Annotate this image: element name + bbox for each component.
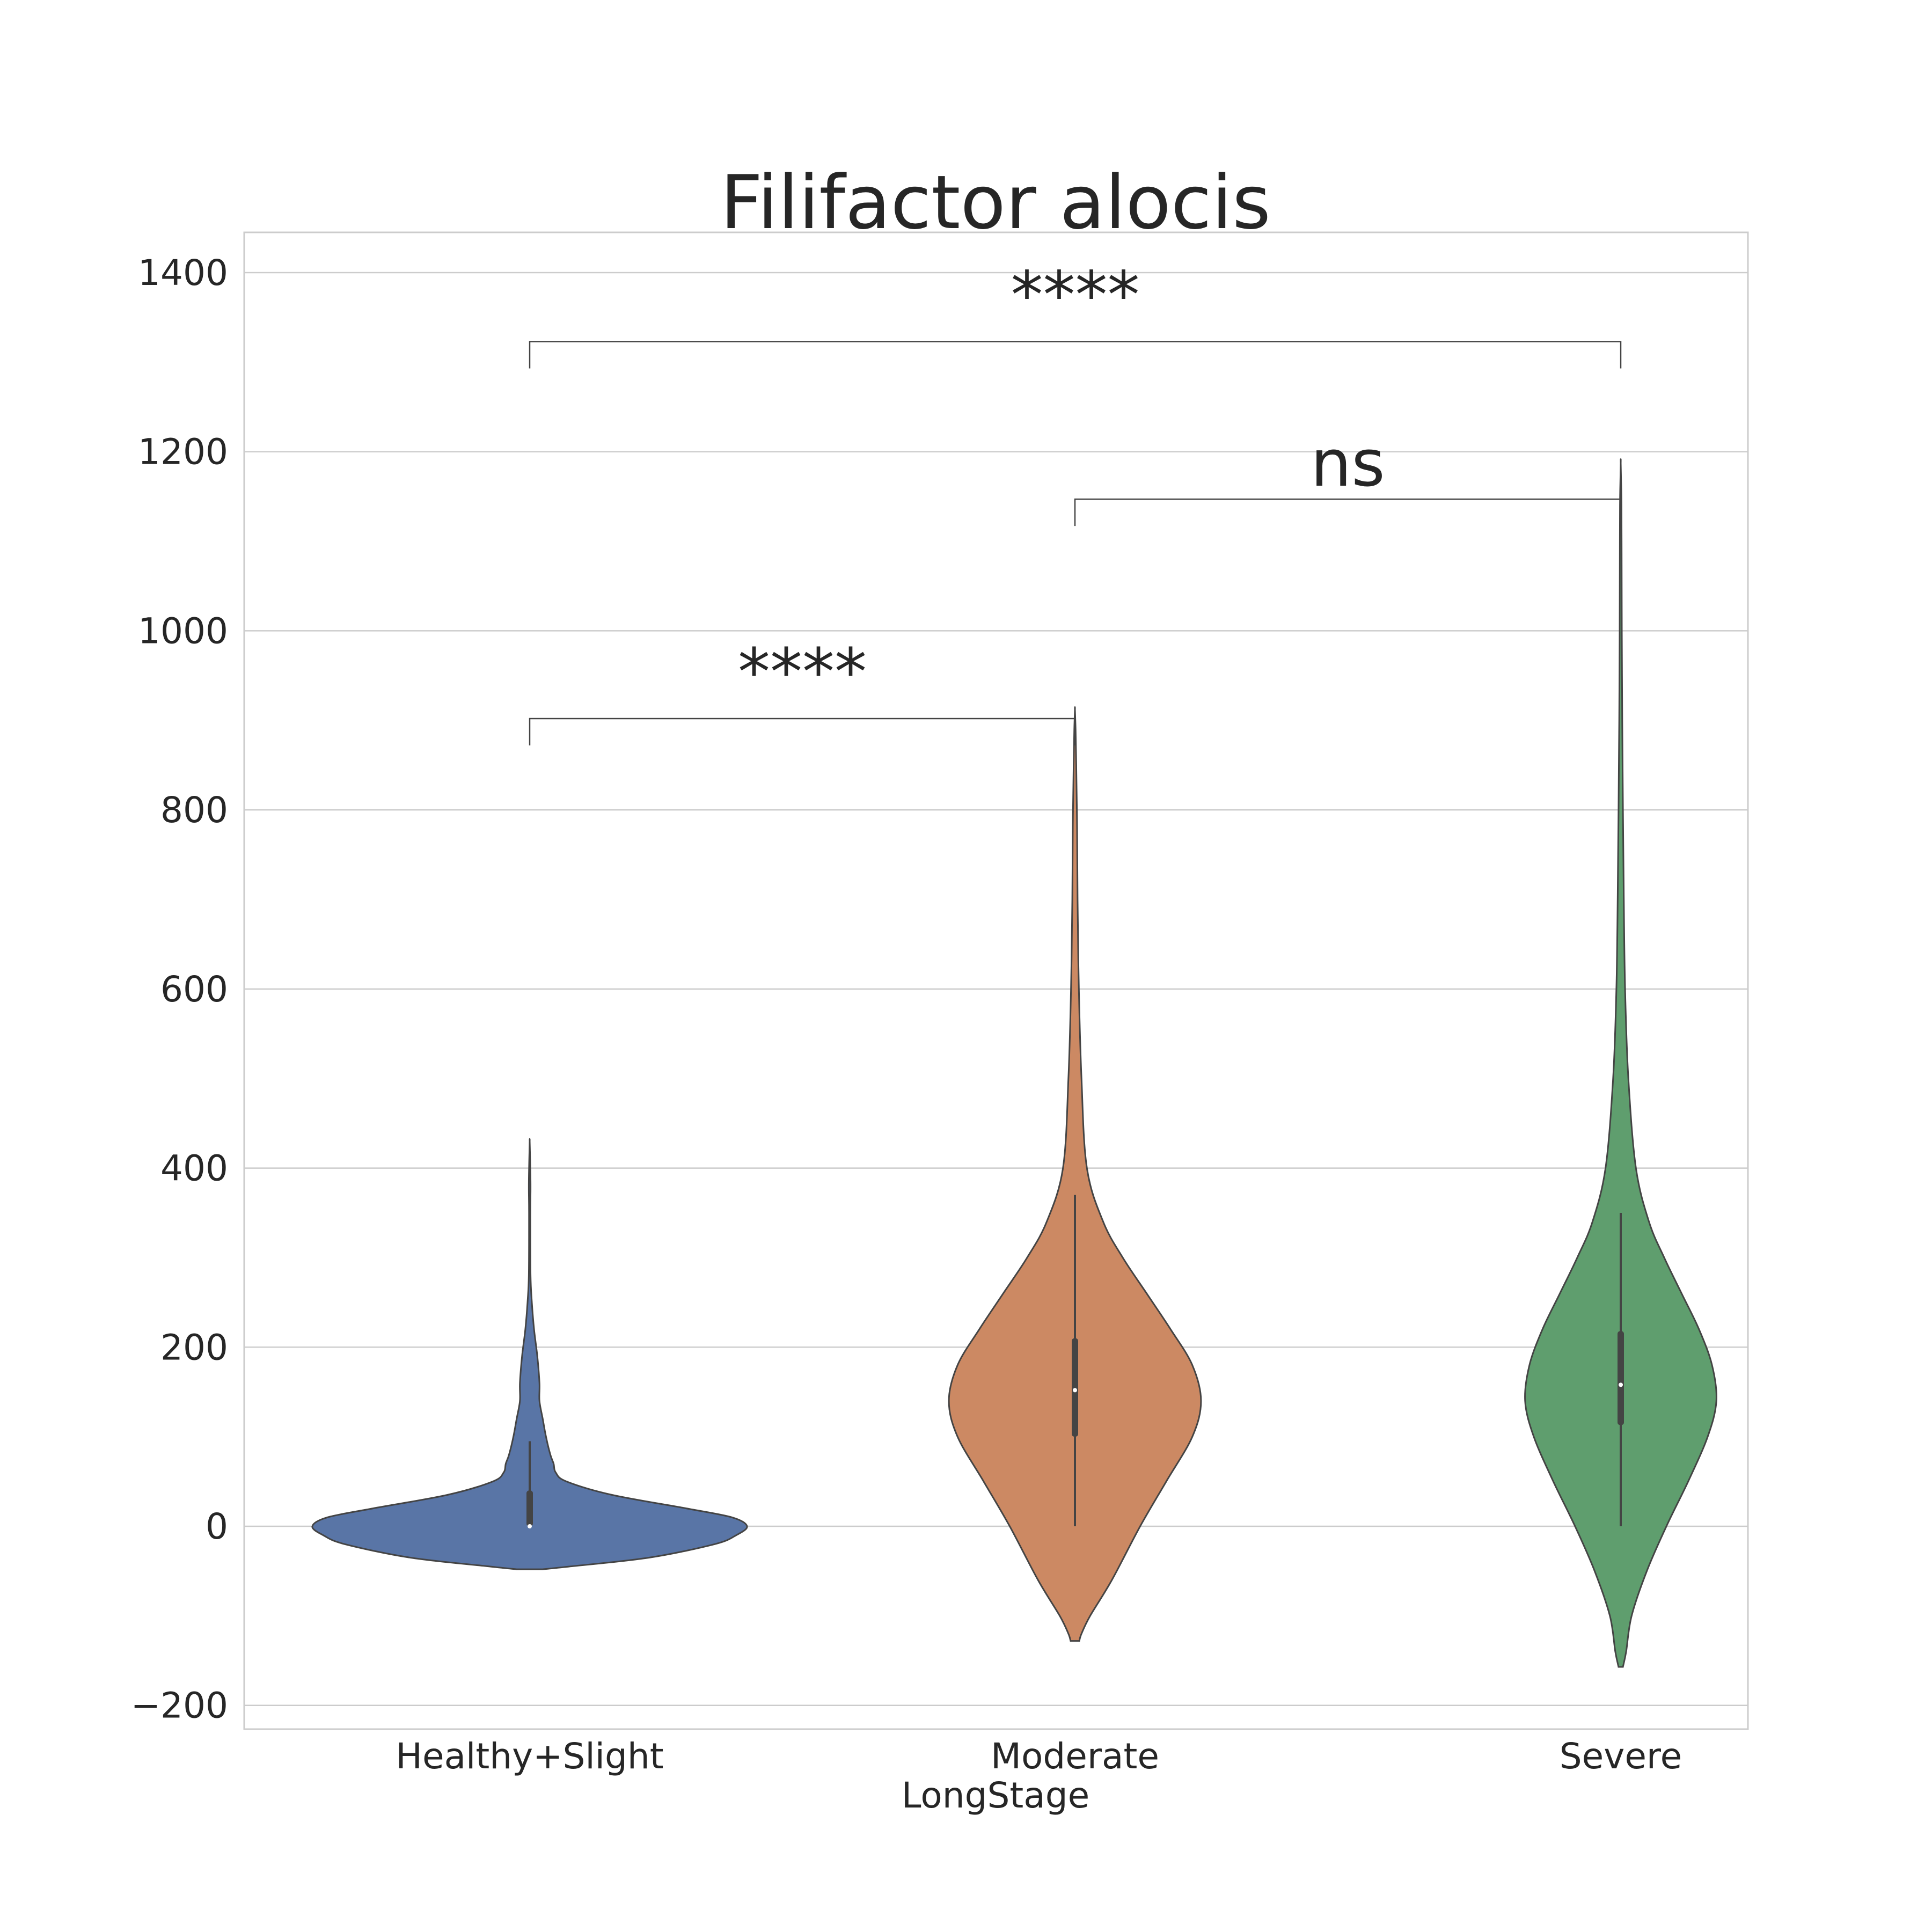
- median-dot: [1073, 1388, 1077, 1393]
- y-tick-label: 1000: [138, 610, 228, 652]
- violin-healthy-slight: [311, 1138, 748, 1570]
- iqr-box: [1618, 1331, 1624, 1425]
- x-tick-label: Severe: [1560, 1736, 1682, 1777]
- significance-label: ns: [1311, 427, 1385, 501]
- significance-bracket: [1074, 498, 1622, 526]
- y-tick-label: 1200: [138, 431, 228, 473]
- y-tick-label: 400: [160, 1148, 228, 1189]
- significance-label: ****: [1011, 258, 1140, 333]
- y-tick-label: 600: [160, 969, 228, 1010]
- iqr-box: [1072, 1338, 1078, 1437]
- plot-frame: [243, 231, 1749, 1730]
- median-dot: [1619, 1382, 1623, 1387]
- y-tick-label: 200: [160, 1327, 228, 1368]
- x-axis-label: LongStage: [902, 1775, 1089, 1816]
- median-dot: [528, 1524, 532, 1528]
- y-tick-label: −200: [131, 1685, 228, 1726]
- significance-annotations: **** ns ****: [529, 258, 1622, 745]
- significance-bracket: [529, 718, 1076, 745]
- y-tick-label: 800: [160, 789, 228, 831]
- violin-severe: [1524, 458, 1717, 1668]
- violin-moderate: [948, 706, 1202, 1642]
- iqr-box: [526, 1490, 533, 1526]
- x-tick-label: Healthy+Slight: [396, 1736, 663, 1777]
- y-tick-label: 1400: [138, 252, 228, 294]
- chart-title: Filifactor alocis: [720, 159, 1271, 246]
- inner-boxes: [526, 1195, 1624, 1528]
- y-tick-labels: −200 0 200 400 600 800 1000 1200 1400: [131, 252, 228, 1726]
- x-tick-label: Moderate: [991, 1736, 1159, 1777]
- y-tick-label: 0: [206, 1506, 228, 1547]
- significance-bracket: [529, 341, 1622, 369]
- violins: [311, 458, 1717, 1668]
- significance-label: ****: [738, 635, 867, 710]
- x-tick-labels: Healthy+Slight Moderate Severe: [396, 1736, 1682, 1777]
